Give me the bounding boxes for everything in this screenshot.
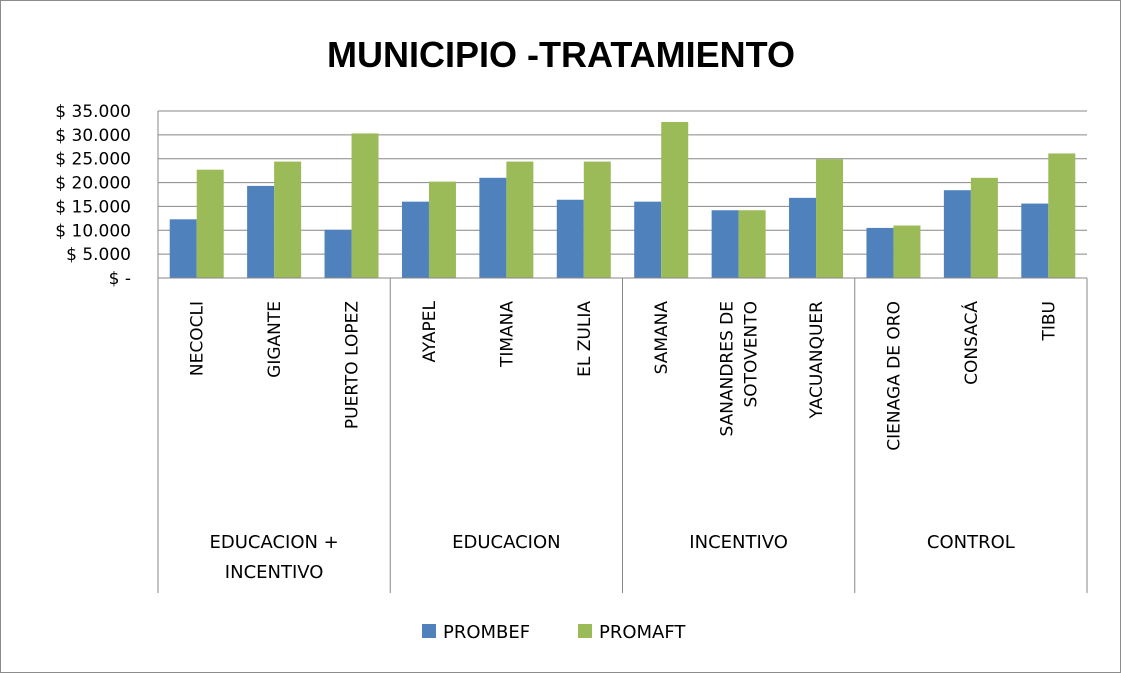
- bar-promaft: [274, 161, 302, 278]
- bar-promaft: [970, 177, 998, 278]
- category-label: SOTOVENTO: [742, 301, 762, 408]
- y-tick-label: $ 15.000: [55, 197, 131, 217]
- category-label: SAMANA: [652, 301, 672, 375]
- bar-prombef: [711, 210, 739, 278]
- legend-label-prombef: PROMBEF: [443, 622, 530, 643]
- bar-prombef: [789, 197, 817, 278]
- bar-promaft: [816, 159, 844, 278]
- bar-promaft: [583, 161, 611, 278]
- category-label: CIENAGA DE ORO: [884, 301, 904, 451]
- bar-promaft: [351, 133, 379, 278]
- y-tick-label: $ -: [109, 269, 131, 289]
- category-label: NECOCLI: [188, 301, 208, 376]
- y-tick-label: $ 35.000: [55, 102, 131, 122]
- legend-swatch-prombef: [422, 624, 436, 638]
- bar-prombef: [247, 185, 275, 278]
- legend: PROMBEF PROMAFT: [422, 622, 686, 643]
- bar-promaft: [1048, 153, 1076, 278]
- bar-promaft: [661, 121, 689, 278]
- group-label: EDUCACION +: [209, 532, 338, 553]
- grid-lines: [158, 110, 1087, 255]
- y-tick-label: $ 10.000: [55, 221, 131, 241]
- bar-prombef: [324, 229, 352, 278]
- group-label: EDUCACION: [452, 532, 560, 553]
- bar-prombef: [169, 219, 197, 278]
- category-labels: NECOCLI GIGANTE PUERTO LOPEZ AYAPEL TIMANA EL…: [188, 300, 1060, 450]
- bar-promaft: [738, 210, 766, 278]
- bar-prombef: [634, 201, 662, 278]
- category-label: SANANDRES DE: [718, 301, 738, 436]
- bar-prombef: [943, 190, 971, 278]
- category-label: TIBU: [1039, 301, 1059, 342]
- bar-promaft: [506, 161, 534, 278]
- bar-prombef: [401, 201, 429, 278]
- bar-prombef: [1021, 203, 1049, 278]
- group-labels: EDUCACION + INCENTIVO EDUCACION INCENTIVO CO…: [209, 532, 1014, 583]
- y-tick-label: $ 25.000: [55, 150, 131, 170]
- bar-promaft: [893, 225, 921, 278]
- group-label: INCENTIVO: [689, 532, 788, 553]
- legend-swatch-promaft: [578, 624, 592, 638]
- y-tick-label: $ 30.000: [55, 126, 131, 146]
- group-label: CONTROL: [927, 532, 1015, 553]
- bar-promaft: [196, 169, 224, 278]
- y-tick-label: $ 20.000: [55, 174, 131, 194]
- category-label: PUERTO LOPEZ: [343, 301, 363, 429]
- axes: [157, 111, 1088, 593]
- category-label: YACUANQUER: [807, 301, 827, 420]
- bar-promaft: [428, 181, 456, 278]
- bar-prombef: [556, 199, 584, 278]
- y-axis-tick-labels: $ - $ 5.000 $ 10.000 $ 15.000 $ 20.000 $ 25.0…: [55, 102, 131, 289]
- category-label: EL ZULIA: [575, 301, 595, 377]
- category-label: AYAPEL: [420, 300, 440, 362]
- category-label: GIGANTE: [265, 301, 285, 378]
- category-label: TIMANA: [497, 301, 517, 368]
- group-label: INCENTIVO: [225, 562, 324, 583]
- bar-prombef: [866, 227, 894, 278]
- legend-label-promaft: PROMAFT: [599, 622, 686, 643]
- category-label: CONSACÁ: [960, 301, 982, 385]
- y-tick-label: $ 5.000: [66, 245, 131, 265]
- chart-title: MUNICIPIO -TRATAMIENTO: [327, 34, 795, 75]
- bars: [169, 121, 1076, 278]
- bar-prombef: [479, 177, 507, 278]
